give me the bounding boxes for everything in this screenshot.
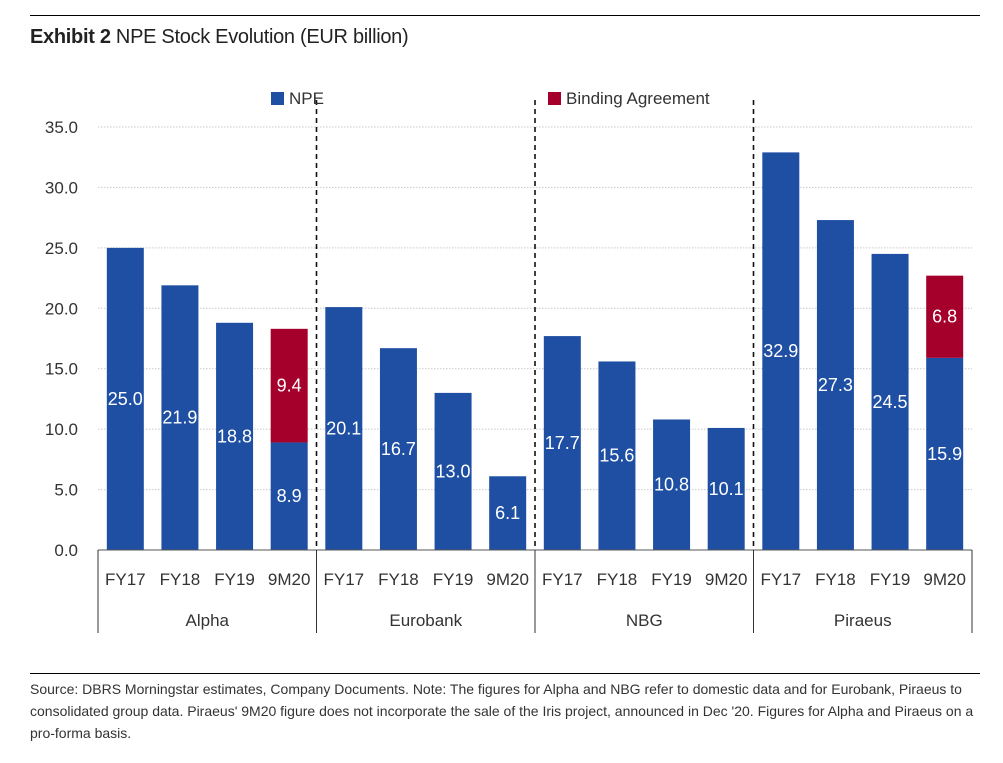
exhibit-label: Exhibit 2 bbox=[30, 26, 111, 48]
data-label: 18.8 bbox=[217, 426, 252, 446]
npe-bar-chart: 0.0 5.0 10.0 15.0 20.0 25.0 30.0 35.0 25.0 21.9 18… bbox=[45, 89, 973, 633]
data-label: 21.9 bbox=[162, 408, 197, 428]
bar-npe bbox=[762, 152, 800, 550]
bar-npe bbox=[161, 285, 199, 550]
chart-title: Exhibit 2 NPE Stock Evolution (EUR billi… bbox=[30, 26, 409, 49]
y-tick-label: 15.0 bbox=[45, 360, 78, 379]
y-tick-label: 10.0 bbox=[45, 420, 78, 439]
legend-swatch-npe bbox=[271, 92, 284, 105]
bar-npe bbox=[434, 392, 472, 550]
bar-binding bbox=[926, 275, 964, 358]
bar-npe bbox=[379, 348, 417, 550]
bar-npe bbox=[653, 419, 691, 550]
x-tick-label: 9M20 bbox=[486, 570, 529, 589]
data-label: 25.0 bbox=[108, 389, 143, 409]
x-tick-label: FY19 bbox=[214, 570, 255, 589]
bar-npe bbox=[707, 427, 745, 550]
data-label: 13.0 bbox=[436, 461, 471, 481]
data-label: 6.1 bbox=[495, 503, 520, 523]
x-tick-label: FY17 bbox=[542, 570, 583, 589]
source-note: Source: DBRS Morningstar estimates, Comp… bbox=[30, 681, 974, 741]
bar-binding bbox=[270, 328, 308, 443]
legend-label: Binding Agreement bbox=[566, 89, 710, 108]
x-tick-label: FY18 bbox=[378, 570, 419, 589]
bar-npe bbox=[270, 442, 308, 550]
x-tick-label: FY18 bbox=[160, 570, 201, 589]
bar-npe bbox=[106, 247, 144, 550]
y-tick-label: 20.0 bbox=[45, 299, 78, 318]
x-tick-label: FY19 bbox=[433, 570, 474, 589]
bar-npe bbox=[598, 361, 636, 550]
data-label: 10.1 bbox=[709, 479, 744, 499]
data-label: 10.8 bbox=[654, 475, 689, 495]
data-label: 8.9 bbox=[277, 486, 302, 506]
x-tick-label: FY17 bbox=[323, 570, 364, 589]
bar-npe bbox=[816, 220, 854, 550]
data-label: 9.4 bbox=[277, 376, 302, 396]
x-tick-label: FY19 bbox=[651, 570, 692, 589]
x-tick-label: FY17 bbox=[105, 570, 146, 589]
x-tick-label: 9M20 bbox=[268, 570, 311, 589]
y-tick-label: 30.0 bbox=[45, 178, 78, 197]
x-tick-label: FY18 bbox=[597, 570, 638, 589]
group-label: Piraeus bbox=[834, 611, 892, 630]
data-label: 15.9 bbox=[927, 444, 962, 464]
legend-label: NPE bbox=[289, 89, 324, 108]
data-label: 16.7 bbox=[381, 439, 416, 459]
data-label: 32.9 bbox=[763, 341, 798, 361]
top-rule bbox=[30, 15, 980, 16]
x-tick-label: 9M20 bbox=[923, 570, 966, 589]
data-label: 15.6 bbox=[599, 446, 634, 466]
bar-npe bbox=[926, 357, 964, 550]
bar-npe bbox=[871, 253, 909, 550]
x-tick-label: FY18 bbox=[815, 570, 856, 589]
x-tick-label: FY19 bbox=[870, 570, 911, 589]
data-label: 20.1 bbox=[326, 419, 361, 439]
bar-npe bbox=[543, 336, 581, 550]
y-tick-label: 5.0 bbox=[54, 481, 78, 500]
data-label: 24.5 bbox=[873, 392, 908, 412]
data-label: 6.8 bbox=[932, 307, 957, 327]
bar-npe bbox=[216, 322, 254, 550]
group-label: Alpha bbox=[186, 611, 230, 630]
x-tick-label: 9M20 bbox=[705, 570, 748, 589]
y-tick-label: 35.0 bbox=[45, 118, 78, 137]
bar-npe bbox=[325, 307, 363, 550]
group-label: Eurobank bbox=[389, 611, 462, 630]
data-label: 17.7 bbox=[545, 433, 580, 453]
x-tick-label: FY17 bbox=[760, 570, 801, 589]
y-tick-label: 0.0 bbox=[54, 541, 78, 560]
y-tick-label: 25.0 bbox=[45, 239, 78, 258]
chart-title-text: NPE Stock Evolution (EUR billion) bbox=[115, 26, 409, 48]
group-label: NBG bbox=[626, 611, 663, 630]
bottom-rule bbox=[30, 673, 980, 674]
data-label: 27.3 bbox=[818, 375, 853, 395]
bar-npe bbox=[489, 476, 527, 550]
legend-swatch-binding bbox=[548, 92, 561, 105]
